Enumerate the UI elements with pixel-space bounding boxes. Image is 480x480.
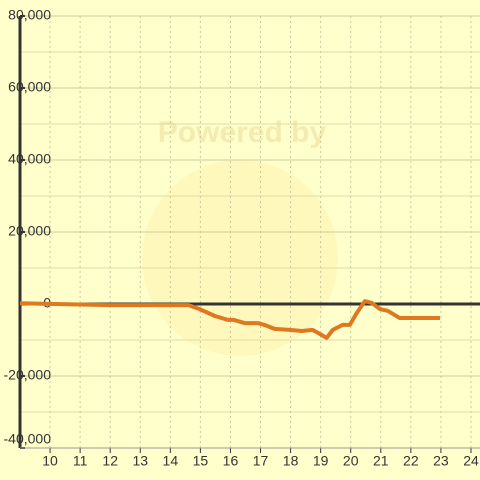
y-tick-label: 40,000 [8, 151, 51, 167]
x-tick-label: 19 [313, 453, 329, 469]
watermark: Powered by [158, 116, 327, 149]
y-tick-label: 80,000 [8, 7, 51, 23]
y-tick-label: -40,000 [4, 431, 52, 447]
x-tick-label: 20 [343, 453, 359, 469]
x-tick-label: 23 [433, 453, 449, 469]
x-tick-label: 22 [403, 453, 419, 469]
x-tick-label: 16 [223, 453, 239, 469]
y-tick-label: 60,000 [8, 79, 51, 95]
x-tick-label: 14 [163, 453, 179, 469]
x-tick-label: 12 [102, 453, 118, 469]
y-tick-label: 20,000 [8, 223, 51, 239]
x-tick-label: 10 [42, 453, 58, 469]
x-tick-label: 24 [463, 453, 479, 469]
x-tick-label: 18 [283, 453, 299, 469]
x-tick-label: 11 [73, 453, 88, 469]
x-tick-label: 15 [193, 453, 209, 469]
x-tick-label: 21 [373, 453, 389, 469]
y-tick-label: -20,000 [4, 367, 52, 383]
watermark-logo [142, 160, 338, 356]
x-tick-label: 13 [132, 453, 148, 469]
data-line [19, 299, 441, 340]
x-tick-label: 17 [253, 453, 269, 469]
